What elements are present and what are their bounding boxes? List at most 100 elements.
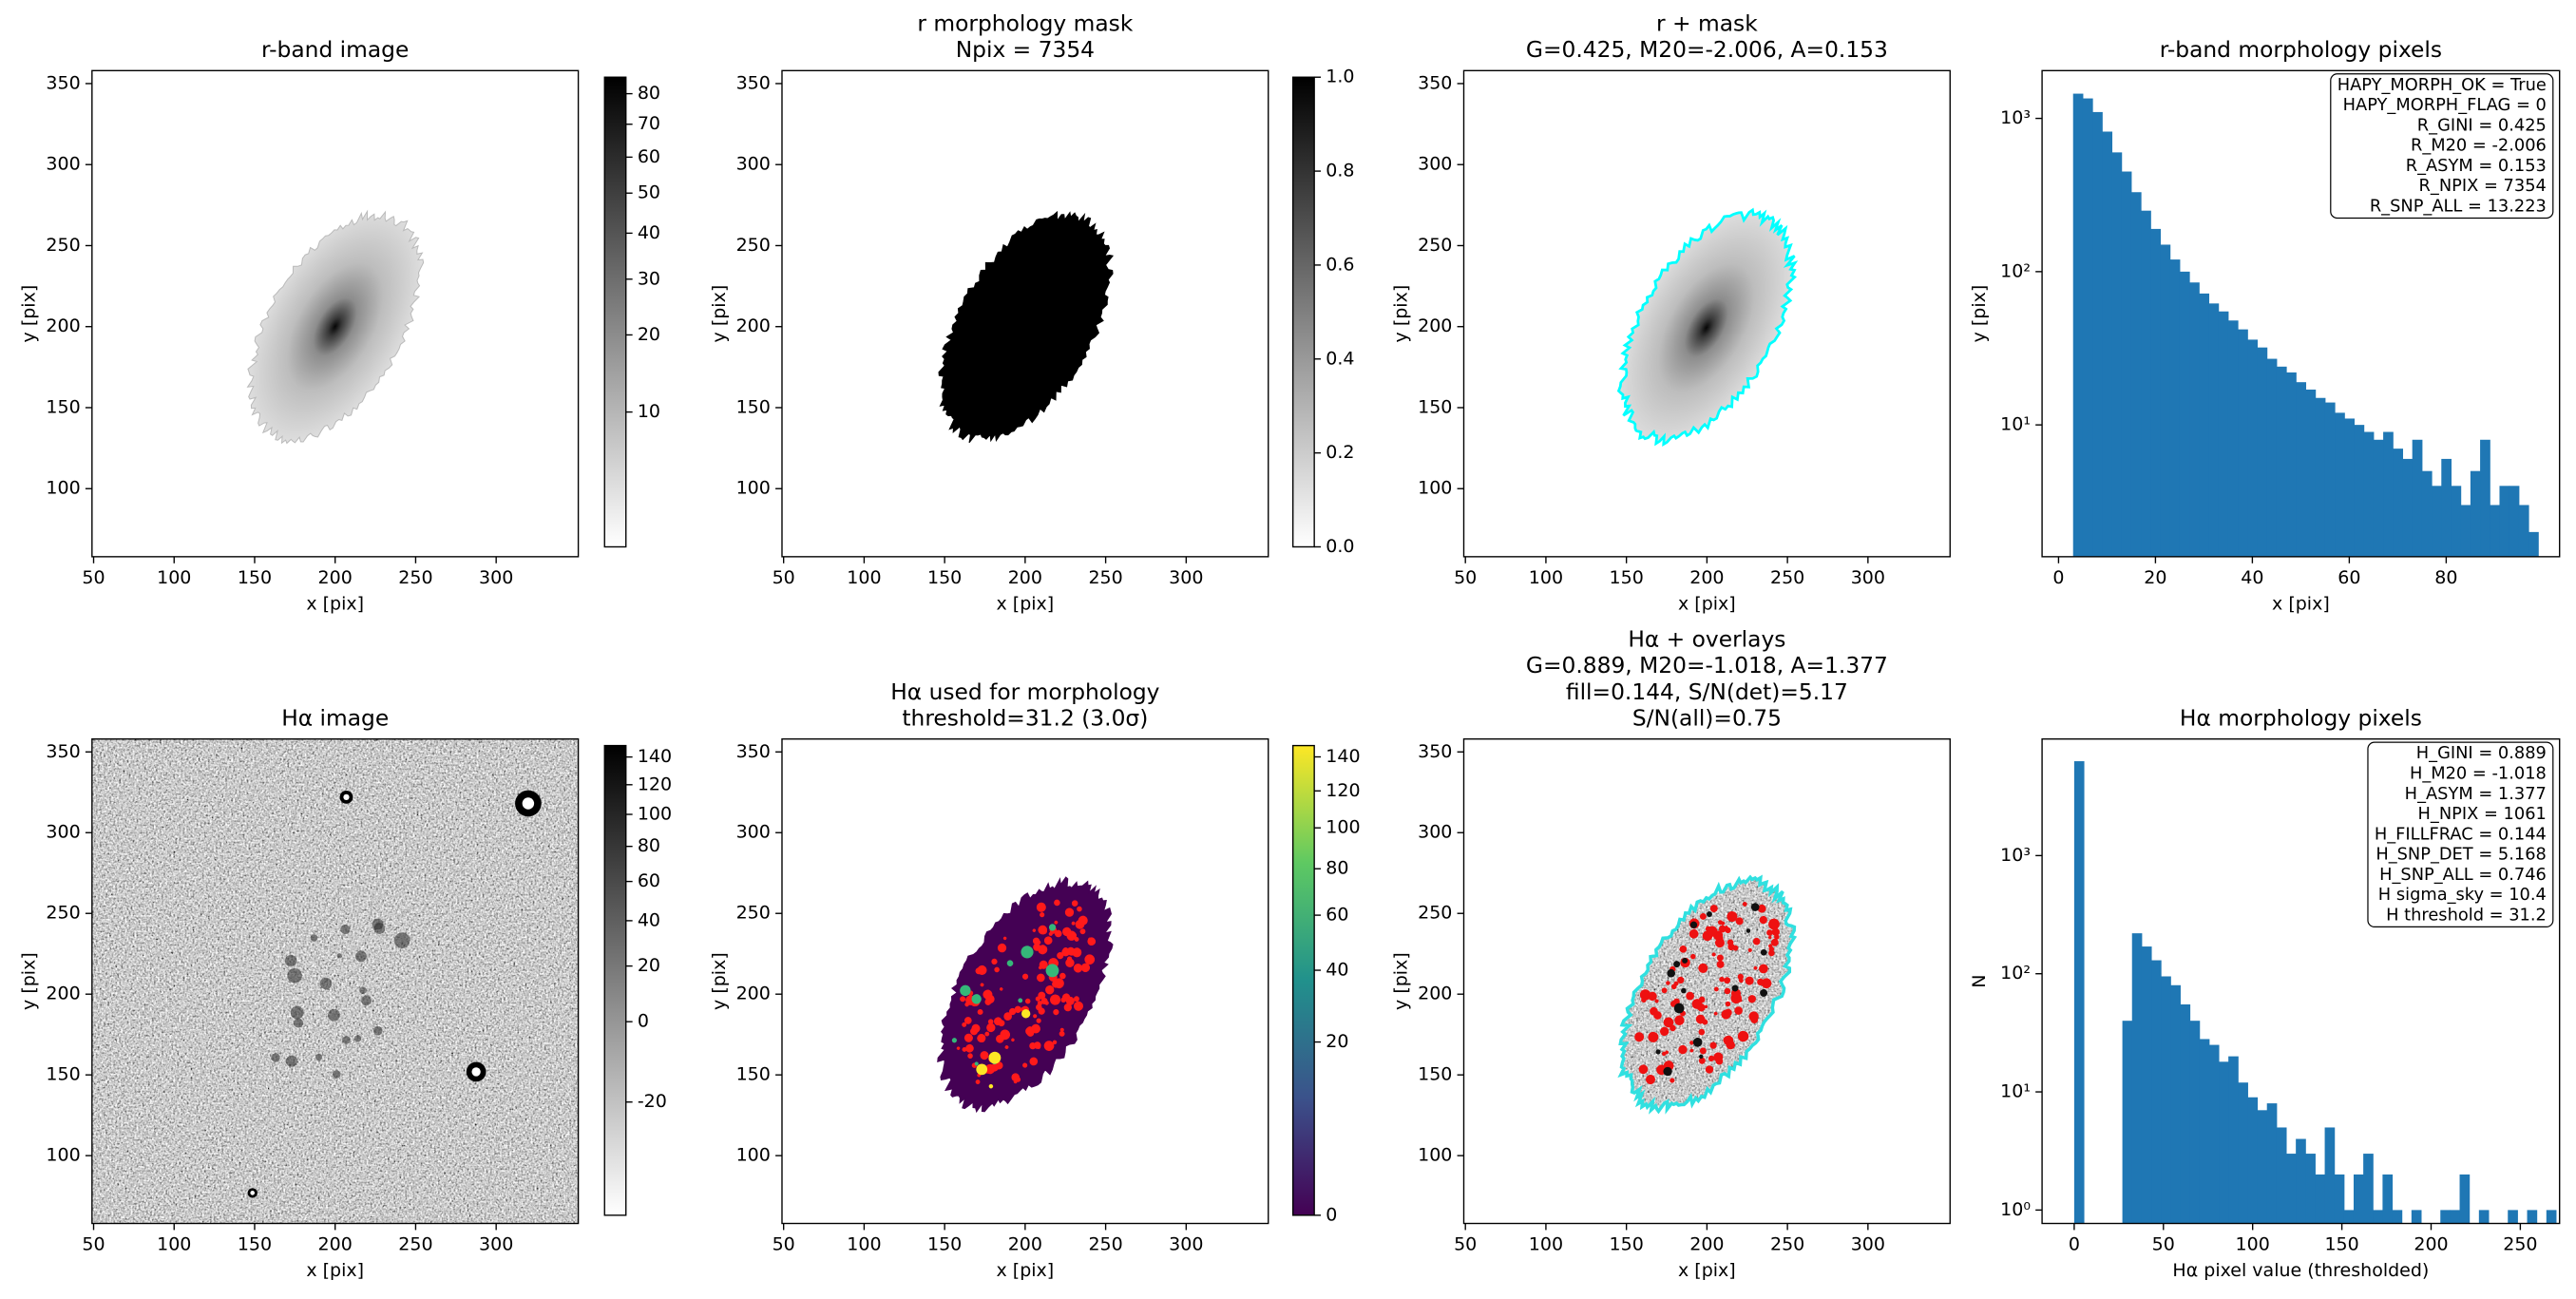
- annotation-line: H_NPIX = 1061: [2418, 804, 2547, 824]
- bar: [2141, 946, 2152, 1224]
- bar: [2315, 397, 2326, 557]
- y-tick-label: 250: [736, 903, 771, 924]
- x-tick-label: 200: [1008, 567, 1042, 588]
- bar: [2499, 486, 2510, 557]
- point-source-core: [250, 1191, 256, 1195]
- galaxy-image: [1616, 207, 1799, 447]
- y-tick-label: 100: [46, 1145, 80, 1166]
- bar: [2335, 412, 2345, 557]
- x-axis-label: x [pix]: [1678, 593, 1736, 614]
- bar: [2373, 439, 2384, 557]
- colorbar-tick-label: 30: [638, 268, 660, 289]
- x-tick-label: 300: [1851, 1233, 1885, 1254]
- annotation-line: H_GINI = 0.889: [2416, 743, 2547, 763]
- bar: [2432, 486, 2442, 557]
- y-tick-label: 10¹: [2000, 414, 2031, 435]
- colorbar-tick-label: 80: [638, 83, 660, 104]
- y-tick-label: 350: [1418, 741, 1452, 762]
- y-tick-label: 250: [1418, 235, 1452, 256]
- bar: [2247, 1097, 2259, 1224]
- bar: [2169, 259, 2181, 557]
- bar: [2199, 293, 2210, 557]
- x-tick-label: 150: [1610, 1233, 1644, 1254]
- x-tick-label: 100: [847, 567, 881, 588]
- bar: [2392, 1210, 2403, 1224]
- colorbar-tick-label: 0.8: [1326, 161, 1354, 181]
- colorbar: [1291, 744, 1315, 1216]
- bar: [2459, 1174, 2471, 1224]
- annotation-line: H threshold = 31.2: [2386, 905, 2547, 925]
- axes-frame: [2041, 69, 2561, 558]
- bar: [2189, 282, 2200, 557]
- x-tick-label: 200: [1689, 567, 1724, 588]
- bar: [2276, 1127, 2287, 1224]
- colorbar-tick-label: -20: [638, 1091, 667, 1112]
- y-tick-label: 200: [46, 984, 80, 1004]
- x-tick-label: 250: [1088, 1233, 1122, 1254]
- bar: [2227, 320, 2239, 557]
- bar: [2266, 1103, 2278, 1224]
- colorbar-tick-label: 140: [638, 746, 672, 767]
- bar: [2228, 1056, 2239, 1224]
- x-tick-label: 100: [1529, 1233, 1563, 1254]
- annotation-line: R_M20 = -2.006: [2411, 136, 2547, 156]
- bar: [2305, 389, 2317, 557]
- bar: [2161, 976, 2171, 1224]
- x-tick-label: 200: [318, 1233, 353, 1254]
- thresholded-image: [937, 876, 1114, 1114]
- colorbar-tick-label: 40: [1326, 960, 1348, 981]
- bar: [2518, 505, 2529, 557]
- bar: [2170, 984, 2181, 1224]
- point-source-core: [522, 797, 535, 810]
- bar: [2402, 458, 2414, 557]
- y-axis-label: y [pix]: [19, 952, 40, 1010]
- noise-image: [91, 738, 579, 1224]
- point-source-core: [343, 793, 350, 800]
- y-tick-label: 200: [736, 984, 771, 1004]
- panel-title: r-band morphology pixels: [2160, 36, 2442, 63]
- y-tick-label: 10²: [2000, 963, 2031, 984]
- bar: [2208, 1044, 2220, 1224]
- panel-title: S/N(all)=0.75: [1632, 704, 1782, 731]
- y-tick-label: 100: [1418, 1145, 1452, 1166]
- bar: [2160, 244, 2171, 557]
- y-axis-label: N: [1969, 974, 1990, 987]
- y-tick-label: 200: [736, 315, 771, 336]
- colorbar-tick-label: 1.0: [1326, 67, 1354, 87]
- bar: [2440, 1210, 2451, 1224]
- x-tick-label: 150: [927, 1233, 962, 1254]
- bar: [2257, 1110, 2268, 1224]
- annotation-line: R_GINI = 0.425: [2417, 115, 2547, 135]
- bar: [2150, 228, 2162, 557]
- plot-area: [1463, 738, 1951, 1224]
- x-axis-label: x [pix]: [997, 1260, 1055, 1281]
- annotation-line: H_SNP_ALL = 0.746: [2379, 865, 2547, 885]
- x-tick-label: 150: [238, 567, 272, 588]
- bar: [2527, 1210, 2538, 1224]
- bar: [2460, 505, 2471, 557]
- y-tick-label: 350: [46, 72, 80, 93]
- bar: [2082, 98, 2093, 557]
- bar: [2441, 458, 2452, 557]
- x-tick-label: 100: [2236, 1233, 2270, 1254]
- plot-area: [91, 70, 579, 557]
- annotation-line: HAPY_MORPH_OK = True: [2337, 75, 2547, 95]
- bar: [2546, 1210, 2557, 1224]
- panel-title: G=0.889, M20=-1.018, A=1.377: [1526, 652, 1888, 678]
- colorbar-tick-label: 80: [638, 835, 660, 856]
- bar: [2286, 372, 2297, 557]
- bar: [2130, 192, 2142, 557]
- x-tick-label: 100: [1529, 567, 1563, 588]
- mask-image: [938, 210, 1115, 444]
- bar: [2141, 210, 2151, 557]
- bar: [2451, 486, 2462, 557]
- colorbar-tick-label: 60: [1326, 905, 1348, 926]
- panel-title: threshold=31.2 (3.0σ): [902, 704, 1148, 731]
- bar: [2189, 1021, 2201, 1224]
- bar: [2480, 439, 2490, 557]
- panel-title: r morphology mask: [917, 10, 1133, 36]
- y-tick-label: 100: [46, 478, 80, 499]
- y-tick-label: 150: [1418, 1064, 1452, 1085]
